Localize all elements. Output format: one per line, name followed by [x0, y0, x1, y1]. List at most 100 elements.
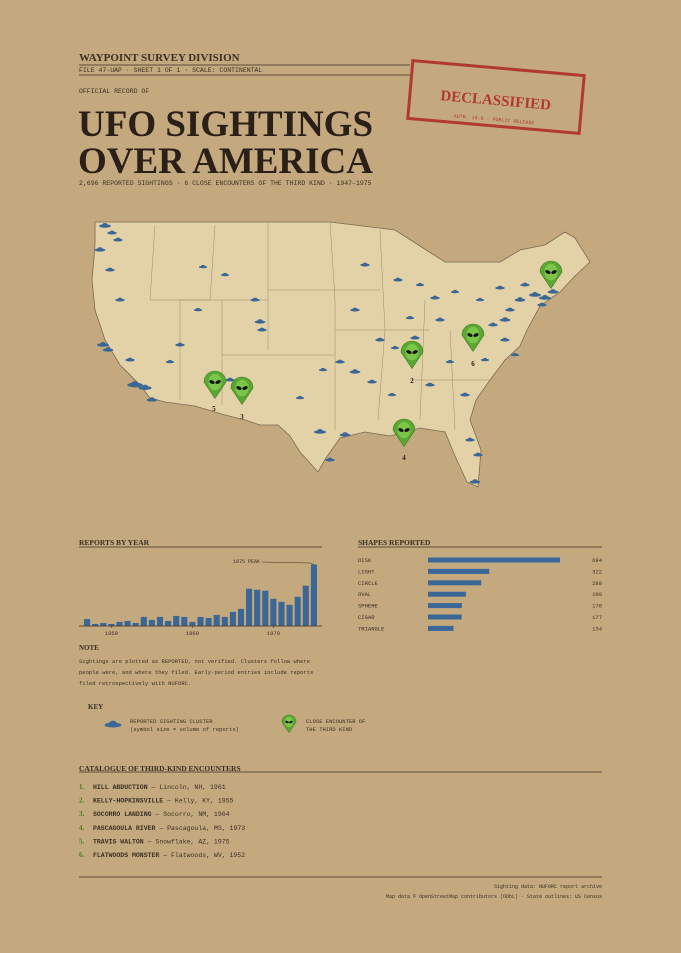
ufo-dome [223, 272, 227, 276]
ufo-dome [377, 337, 383, 341]
sighting-cluster [339, 432, 351, 437]
kicker: OFFICIAL RECORD OF [79, 88, 149, 95]
sighting-cluster [500, 337, 510, 342]
ufo-dome [453, 289, 457, 293]
sighting-cluster [225, 377, 235, 382]
bar [124, 620, 131, 626]
sighting-cluster [405, 315, 415, 320]
bar [140, 616, 147, 626]
sighting-cluster [514, 297, 526, 302]
sighting-cluster [104, 720, 122, 728]
sighting-cluster [435, 317, 445, 322]
ufo-dome [408, 315, 412, 319]
sighting-cluster [97, 342, 109, 347]
sighting-cluster [387, 392, 397, 397]
sighting-cluster [465, 437, 475, 442]
sighting-cluster [505, 307, 515, 312]
entry-name: HILL ABDUCTION [93, 784, 148, 791]
sighting-cluster [375, 337, 385, 342]
key-label: REPORTED SIGHTING CLUSTER [130, 718, 213, 725]
sighting-cluster [107, 230, 117, 235]
x-tick-label: 1960 [186, 630, 199, 637]
ufo-dome [100, 342, 106, 346]
entry-place: — Kelly, KY, 1955 [166, 798, 233, 805]
bar [310, 564, 317, 626]
entry-number: 4. [79, 824, 85, 832]
sighting-cluster [495, 285, 505, 290]
sighting-cluster [450, 289, 460, 294]
ufo-dome [418, 282, 422, 286]
ufo-dome [127, 357, 133, 361]
state-lines [149, 221, 490, 431]
encounter-label: 3 [240, 413, 244, 421]
sighting-cluster [350, 307, 360, 312]
value-label: 199 [592, 591, 602, 598]
bar [428, 603, 462, 609]
sighting-cluster [529, 292, 541, 297]
ufo-dome [149, 397, 155, 401]
ufo-dome [259, 327, 265, 331]
sighting-cluster [325, 457, 335, 462]
ufo-dome [252, 297, 258, 301]
alien-head [208, 373, 222, 391]
sighting-cluster [510, 352, 520, 357]
ufo-dome [362, 262, 368, 266]
bar [132, 622, 139, 626]
sighting-cluster [537, 302, 547, 307]
note-line: filed retrospectively with NUFORC. [79, 680, 191, 687]
ufo-dome [427, 382, 433, 386]
category-label: SPHERE [358, 603, 379, 610]
sighting-cluster [499, 317, 511, 322]
alien-eye [404, 428, 410, 432]
ufo-dome [257, 319, 263, 323]
sighting-cluster [430, 295, 440, 300]
ufo-dome [478, 297, 482, 301]
ufo-dome [490, 322, 496, 326]
ufo-dome [109, 720, 117, 726]
alien-eye [236, 386, 242, 390]
bar [116, 621, 123, 626]
x-tick-label: 1950 [105, 630, 118, 637]
value-label: 322 [592, 568, 602, 575]
entry-number: 1. [79, 783, 85, 791]
sighting-cluster [138, 384, 152, 390]
ufo-dome [522, 282, 528, 286]
category-label: LIGHT [358, 568, 375, 575]
key-title: KEY [88, 703, 103, 711]
encounter-label: 5 [212, 405, 216, 413]
bar [181, 616, 188, 626]
title: UFO SIGHTINGS [78, 104, 373, 145]
ufo-dome [317, 429, 323, 433]
bar [229, 611, 236, 626]
bar [189, 621, 196, 626]
bar [173, 615, 180, 626]
alien-head [235, 379, 249, 397]
sighting-cluster [175, 342, 185, 347]
sighting-cluster [99, 223, 111, 228]
ufo-dome [432, 295, 438, 299]
ufo-dome [437, 317, 443, 321]
category-label: DISK [358, 557, 372, 564]
alien-head [284, 716, 294, 728]
sighting-cluster [220, 272, 230, 277]
ufo-dome [227, 377, 233, 381]
bar [197, 616, 204, 626]
ufo-dome [102, 223, 108, 227]
ufo-dome [395, 277, 401, 281]
note-line: people were, and where they filed. Early… [79, 669, 313, 676]
us-outline [91, 221, 591, 488]
encounter-label: 2 [410, 377, 414, 385]
sighting-cluster [146, 397, 158, 402]
catalogue-title: CATALOGUE OF THIRD-KIND ENCOUNTERS [79, 764, 241, 773]
ufo-dome [117, 297, 123, 301]
ufo-dome [502, 337, 508, 341]
file-line: FILE 47-UAP · SHEET 1 OF 1 · SCALE: CONT… [79, 67, 262, 74]
bar [205, 617, 212, 626]
alien-eye [467, 333, 473, 337]
entry-name: TRAVIS WALTON [93, 838, 144, 845]
sighting-cluster [165, 359, 175, 364]
entry-name: FLATWOODS MONSTER [93, 852, 159, 859]
sighting-cluster [257, 327, 267, 332]
sighting-cluster [547, 289, 559, 294]
